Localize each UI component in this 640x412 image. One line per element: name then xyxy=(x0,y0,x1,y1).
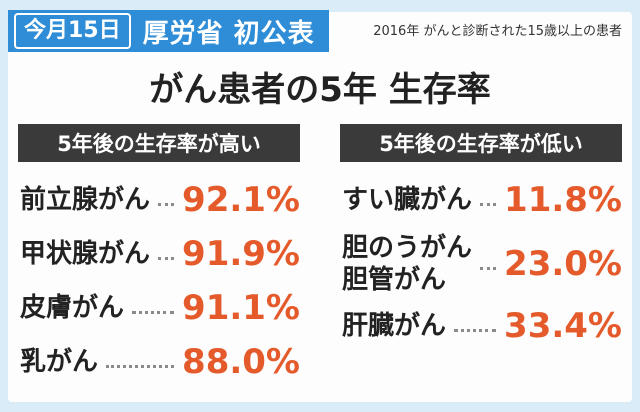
item-value: 88.0% xyxy=(182,342,300,382)
item-name-line1: 胆のうがん xyxy=(342,233,473,263)
leader-dots xyxy=(106,364,175,368)
leader-dots xyxy=(158,202,175,206)
main-title: がん患者の5年 生存率 xyxy=(149,70,491,110)
item-name: 皮膚がん xyxy=(20,293,125,323)
top-banner: 今月15日 厚労省 初公表 xyxy=(8,10,329,52)
leader-dots xyxy=(132,310,175,314)
item-name: 乳がん xyxy=(20,347,99,377)
leader-dots xyxy=(480,266,497,270)
list-item-gallbladder: 胆のうがん 胆管がん 23.0% xyxy=(342,232,622,296)
item-name: 甲状腺がん xyxy=(20,239,151,269)
item-name-line2: 胆管がん xyxy=(342,265,447,295)
date-chip: 今月15日 xyxy=(14,13,131,49)
list-item-prostate: 前立腺がん 92.1% xyxy=(20,180,300,220)
leader-dots xyxy=(158,256,175,260)
item-name: すい臓がん xyxy=(342,185,473,215)
item-value: 11.8% xyxy=(504,180,622,220)
list-item-liver: 肝臓がん 33.4% xyxy=(342,306,622,346)
high-survival-heading: 5年後の生存率が高い xyxy=(18,124,300,162)
list-item-thyroid: 甲状腺がん 91.9% xyxy=(20,234,300,274)
item-value: 23.0% xyxy=(504,244,622,284)
list-item-skin: 皮膚がん 91.1% xyxy=(20,288,300,328)
list-item-pancreas: すい臓がん 11.8% xyxy=(342,180,622,220)
item-name: 前立腺がん xyxy=(20,185,151,215)
item-value: 92.1% xyxy=(182,180,300,220)
banner-title: 厚労省 初公表 xyxy=(142,18,315,49)
list-item-breast: 乳がん 88.0% xyxy=(20,342,300,382)
leader-dots xyxy=(480,202,497,206)
content-card xyxy=(8,12,632,402)
item-name: 肝臓がん xyxy=(342,311,447,341)
item-value: 91.9% xyxy=(182,234,300,274)
item-value: 91.1% xyxy=(182,288,300,328)
source-note: 2016年 がんと診断された15歳以上の患者 xyxy=(373,24,622,39)
leader-dots xyxy=(454,328,497,332)
low-survival-heading: 5年後の生存率が低い xyxy=(340,124,622,162)
item-name: 胆のうがん 胆管がん xyxy=(342,232,472,296)
item-value: 33.4% xyxy=(504,306,622,346)
